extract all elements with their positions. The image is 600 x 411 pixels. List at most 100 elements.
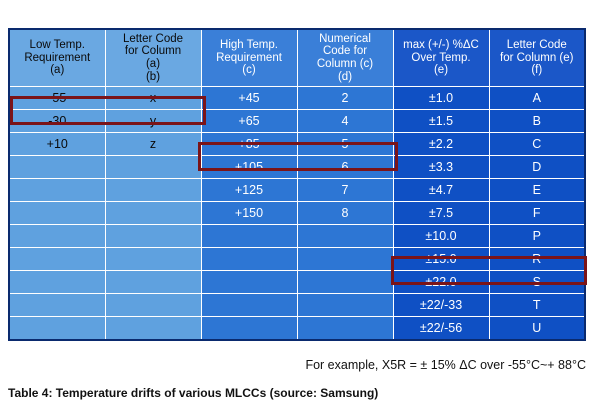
header-cell-col-2: Letter Code for Column (a) (b): [104, 28, 202, 87]
table-cell: [8, 247, 106, 271]
table-row: +10 z +85 5 ±2.2 C: [8, 132, 586, 156]
table-cell: +65: [200, 109, 298, 133]
table-cell: [296, 224, 394, 248]
table-cell: -30: [8, 109, 106, 133]
table-cell: ±4.7: [392, 178, 490, 202]
header-cell-col-1: Low Temp. Requirement (a): [8, 28, 106, 87]
table-caption: Table 4: Temperature drifts of various M…: [8, 386, 379, 400]
table-cell: [104, 247, 202, 271]
table-cell: [296, 293, 394, 317]
table-cell: ±22/-33: [392, 293, 490, 317]
header-line: max (+/-) %ΔC: [403, 39, 479, 52]
table-cell: ±7.5: [392, 201, 490, 225]
header-line: Requirement: [216, 51, 282, 64]
table-cell: ±3.3: [392, 155, 490, 179]
table-cell: ±2.2: [392, 132, 490, 156]
table-cell: y: [104, 109, 202, 133]
table-cell: 7: [296, 178, 394, 202]
table-cell: [200, 293, 298, 317]
table-cell: [8, 201, 106, 225]
table-cell: ±15.0: [392, 247, 490, 271]
table-cell: [8, 155, 106, 179]
table-cell: 5: [296, 132, 394, 156]
table-cell: S: [488, 270, 586, 294]
table-cell: [104, 201, 202, 225]
header-line: (e): [433, 64, 449, 77]
table-cell: B: [488, 109, 586, 133]
table-cell: [104, 293, 202, 317]
header-line: for Column: [124, 45, 182, 58]
header-line: High Temp.: [220, 39, 278, 52]
table-cell: [200, 247, 298, 271]
mlcc-temperature-table: Low Temp. Requirement (a) Letter Code for Co…: [8, 28, 586, 341]
header-cell-col-5: max (+/-) %ΔC Over Temp. (e): [392, 28, 490, 87]
table-cell: [104, 224, 202, 248]
table-row: ±10.0 P: [8, 224, 586, 248]
table-cell: T: [488, 293, 586, 317]
table-cell: C: [488, 132, 586, 156]
header-line: (a): [50, 64, 65, 77]
table-cell: 4: [296, 109, 394, 133]
table-row: ±22/-33 T: [8, 293, 586, 317]
table-cell: z: [104, 132, 202, 156]
table-cell: 8: [296, 201, 394, 225]
table-cell: [200, 316, 298, 341]
table-cell: -55: [8, 86, 106, 110]
table-row: -55 x +45 2 ±1.0 A: [8, 86, 586, 110]
table-row: +105 6 ±3.3 D: [8, 155, 586, 179]
table-cell: F: [488, 201, 586, 225]
header-line: for Column (e): [500, 51, 574, 64]
header-line: (f): [531, 64, 543, 77]
table-cell: U: [488, 316, 586, 341]
table-cell: [104, 155, 202, 179]
header-line: Requirement: [24, 51, 91, 64]
table-cell: D: [488, 155, 586, 179]
table-cell: [296, 247, 394, 271]
table-cell: R: [488, 247, 586, 271]
table-cell: +10: [8, 132, 106, 156]
table-cell: A: [488, 86, 586, 110]
header-line: Letter Code: [506, 39, 567, 52]
table-row: ±15.0 R: [8, 247, 586, 271]
table-cell: +85: [200, 132, 298, 156]
table-cell: [104, 178, 202, 202]
table-cell: [8, 178, 106, 202]
table-cell: 6: [296, 155, 394, 179]
table-cell: [200, 224, 298, 248]
table-cell: [296, 316, 394, 341]
table-cell: E: [488, 178, 586, 202]
table-cell: [104, 316, 202, 341]
table-cell: P: [488, 224, 586, 248]
header-line: Over Temp.: [411, 51, 471, 64]
table-cell: ±22/-56: [392, 316, 490, 341]
table-cell: [200, 270, 298, 294]
table-cell: [296, 270, 394, 294]
table-cell: [104, 270, 202, 294]
table-cell: +105: [200, 155, 298, 179]
header-line: (d): [337, 70, 353, 83]
table-row: ±22.0 S: [8, 270, 586, 294]
table-cell: [8, 270, 106, 294]
table-cell: x: [104, 86, 202, 110]
table-cell: 2: [296, 86, 394, 110]
table-cell: +125: [200, 178, 298, 202]
table-cell: [8, 293, 106, 317]
table-cell: [8, 224, 106, 248]
header-line: Column (c): [316, 58, 374, 70]
table-row: +150 8 ±7.5 F: [8, 201, 586, 225]
table-row: ±22/-56 U: [8, 316, 586, 341]
header-line: Code for: [322, 45, 368, 58]
header-cell-col-3: High Temp. Requirement (c): [200, 28, 298, 87]
header-line: (b): [145, 70, 161, 83]
header-line: (c): [242, 64, 256, 77]
header-line: Letter Code: [122, 32, 184, 45]
table-cell: ±22.0: [392, 270, 490, 294]
table-cell: ±10.0: [392, 224, 490, 248]
table-header-row: Low Temp. Requirement (a) Letter Code for Co…: [8, 28, 586, 87]
table-cell: +45: [200, 86, 298, 110]
table-cell: +150: [200, 201, 298, 225]
header-cell-col-4: Numerical Code for Column (c) (d): [296, 28, 394, 87]
header-line: Low Temp.: [29, 39, 85, 52]
table-cell: [8, 316, 106, 341]
header-line: (a): [145, 58, 161, 70]
